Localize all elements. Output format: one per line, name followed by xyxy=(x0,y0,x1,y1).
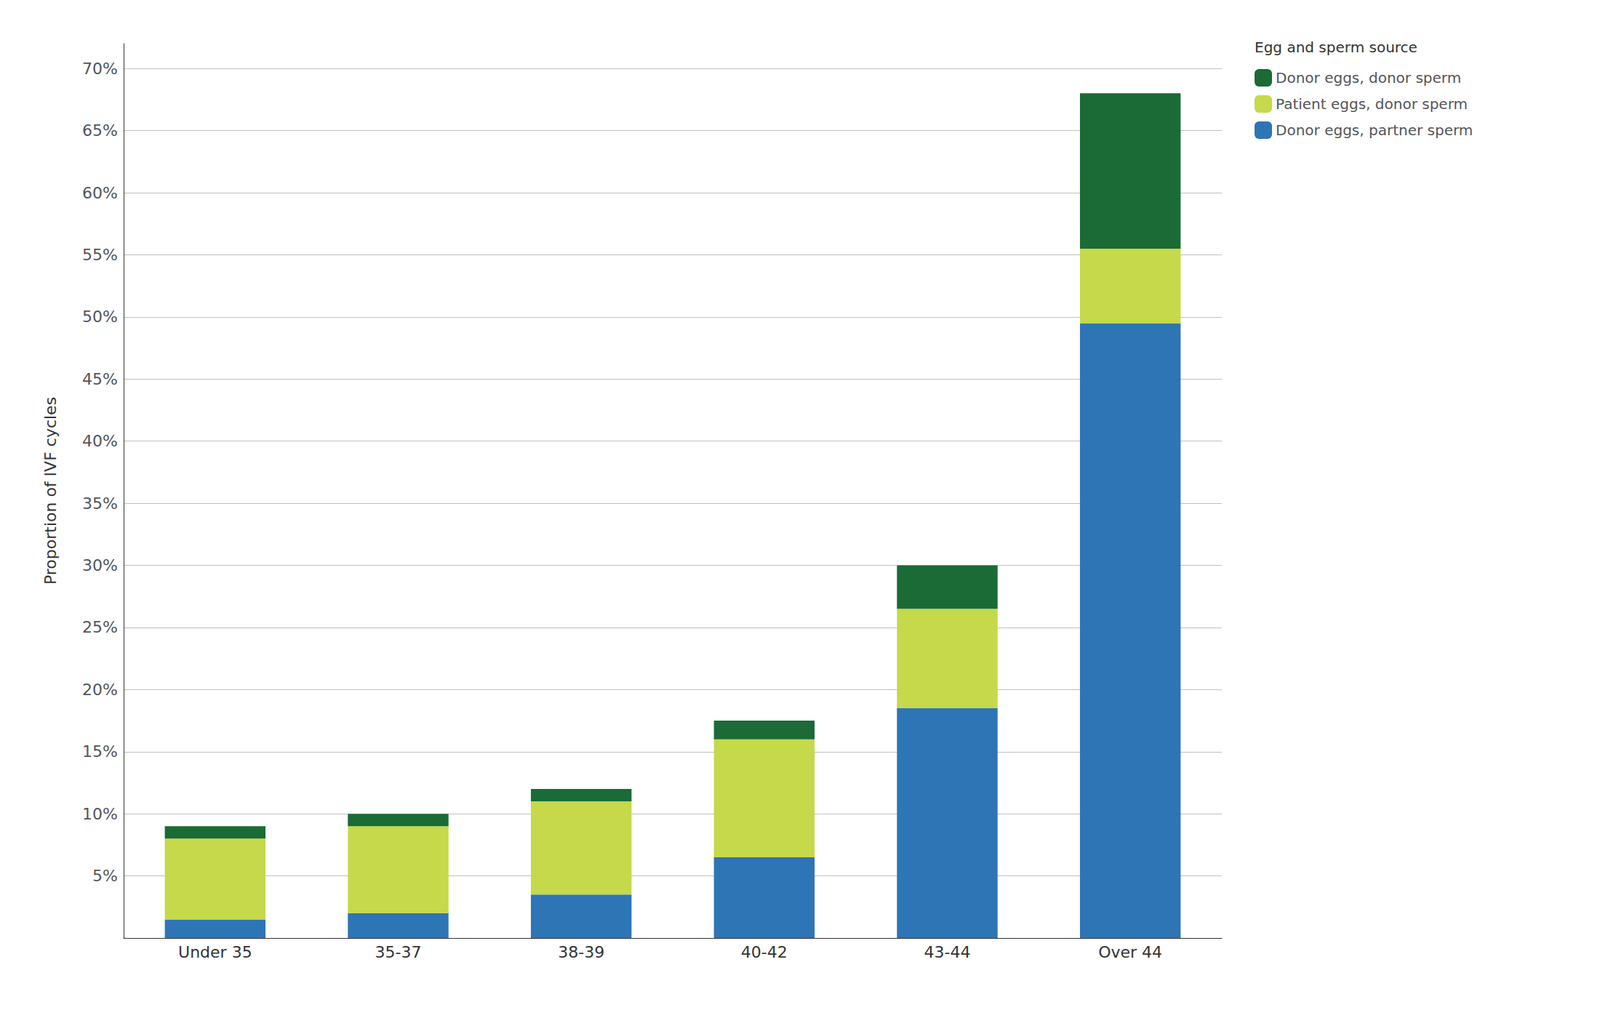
svg-text:50%: 50% xyxy=(82,307,118,326)
svg-text:5%: 5% xyxy=(92,866,118,886)
svg-text:40%: 40% xyxy=(82,432,118,451)
svg-text:Patient eggs, donor sperm: Patient eggs, donor sperm xyxy=(1275,95,1468,113)
svg-text:43-44: 43-44 xyxy=(924,943,971,962)
svg-text:70%: 70% xyxy=(82,59,118,78)
svg-text:Under 35: Under 35 xyxy=(178,943,253,962)
svg-text:55%: 55% xyxy=(82,245,118,264)
svg-text:38-39: 38-39 xyxy=(557,943,605,962)
svg-text:35-37: 35-37 xyxy=(375,943,422,962)
svg-text:60%: 60% xyxy=(82,184,118,203)
svg-text:35%: 35% xyxy=(82,494,118,513)
svg-text:20%: 20% xyxy=(82,680,118,699)
svg-text:Donor eggs, partner sperm: Donor eggs, partner sperm xyxy=(1275,121,1473,139)
svg-text:10%: 10% xyxy=(82,805,118,824)
svg-text:45%: 45% xyxy=(82,370,118,389)
svg-text:40-42: 40-42 xyxy=(741,943,788,962)
svg-text:65%: 65% xyxy=(82,121,118,140)
svg-text:15%: 15% xyxy=(82,742,118,761)
svg-text:Proportion of IVF cycles: Proportion of IVF cycles xyxy=(41,397,60,585)
svg-text:Egg and sperm source: Egg and sperm source xyxy=(1254,38,1418,56)
svg-text:25%: 25% xyxy=(82,618,118,637)
svg-text:Over 44: Over 44 xyxy=(1098,943,1163,962)
svg-text:Donor eggs, donor sperm: Donor eggs, donor sperm xyxy=(1275,69,1462,87)
svg-text:30%: 30% xyxy=(82,556,118,575)
